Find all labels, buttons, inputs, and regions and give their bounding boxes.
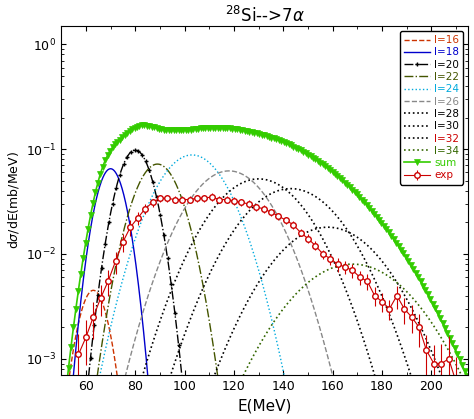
Line: l=22: l=22 bbox=[61, 164, 468, 419]
X-axis label: E(MeV): E(MeV) bbox=[237, 398, 292, 414]
Line: l=24: l=24 bbox=[61, 155, 468, 419]
l=34 bbox=[454, 363, 460, 368]
l=34 bbox=[246, 363, 251, 368]
l=24 bbox=[246, 235, 252, 241]
l=34 bbox=[379, 270, 385, 275]
Line: l=30: l=30 bbox=[61, 189, 468, 419]
l=34 bbox=[454, 363, 459, 368]
Line: l=26: l=26 bbox=[61, 171, 468, 419]
l=32 bbox=[256, 279, 262, 284]
sum bbox=[79, 263, 85, 268]
l=34 bbox=[256, 343, 262, 348]
l=34 bbox=[350, 261, 356, 266]
l=22 bbox=[155, 162, 160, 167]
l=18 bbox=[79, 288, 85, 293]
l=30 bbox=[256, 199, 262, 204]
l=18 bbox=[108, 166, 113, 171]
l=30 bbox=[246, 209, 251, 214]
l=28 bbox=[256, 176, 262, 181]
Line: l=20: l=20 bbox=[59, 148, 471, 419]
l=32 bbox=[379, 259, 385, 264]
l=26 bbox=[256, 186, 262, 191]
l=30 bbox=[288, 186, 294, 191]
l=32 bbox=[454, 416, 459, 419]
l=26 bbox=[226, 168, 232, 173]
l=16 bbox=[79, 307, 85, 312]
Legend: l=16, l=18, l=20, l=22, l=24, l=26, l=28, l=30, l=32, l=34, sum, exp: l=16, l=18, l=20, l=22, l=24, l=26, l=28… bbox=[400, 31, 463, 185]
l=28 bbox=[256, 176, 262, 181]
sum bbox=[141, 123, 146, 128]
l=30 bbox=[379, 294, 385, 299]
l=32 bbox=[246, 297, 251, 302]
sum bbox=[454, 350, 460, 355]
sum bbox=[379, 221, 385, 226]
Title: $^{28}$Si-->7$\alpha$: $^{28}$Si-->7$\alpha$ bbox=[225, 5, 305, 26]
l=16 bbox=[91, 288, 96, 293]
l=32 bbox=[325, 225, 330, 230]
l=20 bbox=[132, 147, 138, 153]
sum bbox=[246, 129, 252, 134]
sum bbox=[454, 350, 459, 355]
l=24 bbox=[189, 153, 195, 158]
Line: l=32: l=32 bbox=[61, 227, 468, 419]
sum bbox=[256, 132, 262, 137]
Line: sum: sum bbox=[58, 123, 471, 419]
l=34 bbox=[465, 387, 471, 392]
l=26 bbox=[246, 176, 252, 181]
Line: l=16: l=16 bbox=[61, 290, 468, 419]
l=28 bbox=[379, 399, 385, 404]
l=28 bbox=[246, 178, 251, 183]
Y-axis label: d$\sigma$/dE(mb/MeV): d$\sigma$/dE(mb/MeV) bbox=[6, 151, 20, 249]
sum bbox=[465, 377, 471, 382]
Line: l=18: l=18 bbox=[61, 169, 468, 419]
Line: l=34: l=34 bbox=[61, 264, 468, 419]
Line: l=28: l=28 bbox=[61, 179, 468, 419]
l=32 bbox=[454, 417, 460, 419]
l=24 bbox=[256, 270, 262, 275]
